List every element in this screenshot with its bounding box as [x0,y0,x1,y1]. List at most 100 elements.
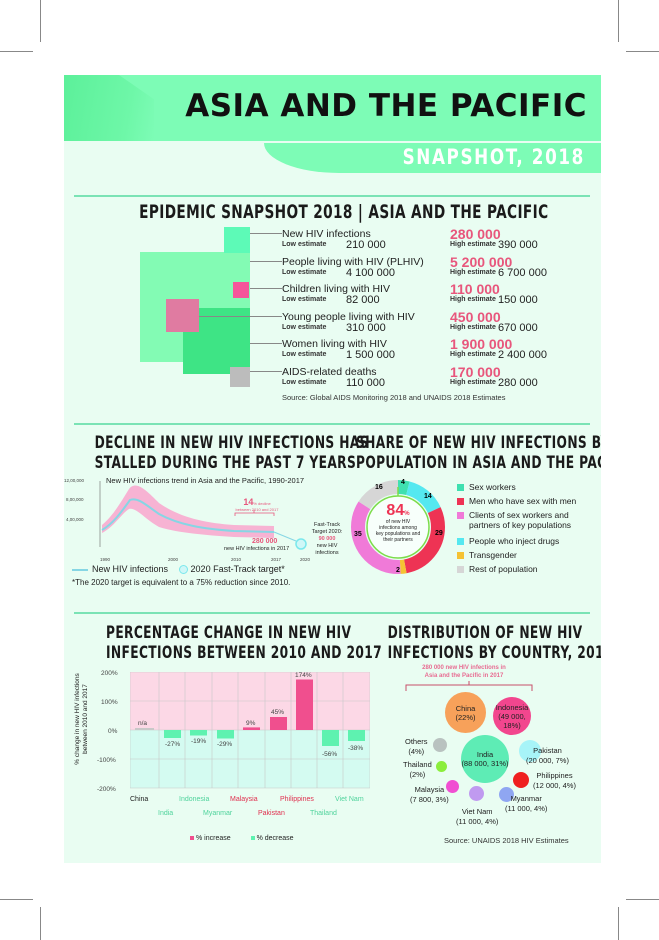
swatch-icon [457,566,464,573]
x-tick: 2017 [271,557,282,562]
divider [74,195,590,197]
header-banner: ASIA AND THE PACIFIC [64,75,601,141]
label-thailand: Thailand (2%) [403,760,432,780]
legend-label: Rest of population [469,564,538,574]
swatch-icon [457,484,464,491]
high-estimate-label: High estimate [450,296,496,303]
value-2017-sub: new HIV infections in 2017 [224,546,290,552]
stat-label: People living with HIV (PLHIV) [282,256,424,268]
bubble-thailand [436,761,447,772]
divider [74,612,590,614]
pct-title-line2: INFECTIONS BETWEEN 2010 AND 2017 [105,643,382,663]
legend-label: Clients of sex workers and [469,510,569,520]
share-title-line1: SHARE OF NEW HIV INFECTIONS BY [356,433,601,453]
bar-label: -19% [191,738,207,745]
bubble-name: Viet Nam [461,807,493,816]
bubble-name: India [476,750,494,759]
donut-label-clients: 35 [354,531,362,538]
bracket [405,681,533,691]
y-label-line2: between 2010 and 2017 [82,684,89,754]
crop-mark [0,899,33,900]
bar-label: 45% [271,709,285,716]
low-estimate-label: Low estimate [282,269,327,276]
bubble-name: Thailand [403,760,432,769]
stat-label: Women living with HIV [282,338,387,350]
trend-footnote: *The 2020 target is equivalent to a 75% … [72,578,291,587]
bubble-name: Myanmar [510,794,542,803]
bubble-detail: (11 000, 4%) [505,804,548,813]
bubble-detail: (2%) [409,770,426,779]
low-estimate-label: Low estimate [282,351,327,358]
bubble-detail: 18%) [503,720,521,730]
stat-value: 170 000 [450,364,501,380]
bubble-detail: (12 000, 4%) [533,781,576,790]
stat-value: 280 000 [450,226,501,242]
legend-item-msm: Men who have sex with men [457,496,576,510]
bubble-detail: (88 000, 31%) [461,759,509,768]
donut-label-msm: 29 [435,530,443,537]
high-estimate-label: High estimate [450,241,496,248]
bubble-detail: (22%) [455,712,476,722]
legend-target-label: 2020 Fast-Track target* [190,564,285,574]
country-myanmar: Myanmar [203,810,233,817]
divider [74,423,590,425]
country-pakistan: Pakistan [258,810,285,817]
center-line3: key populations and [375,531,421,537]
low-estimate-value: 1 500 000 [346,349,395,361]
legend-label: partners of key populations [469,520,572,530]
distribution-source: Source: UNAIDS 2018 HIV Estimates [444,836,569,845]
swatch-icon [457,512,464,519]
y-tick: -200% [97,786,116,793]
target-line4: infections [315,550,339,556]
high-estimate-value: 6 700 000 [498,267,547,279]
bracket-line2: Asia and the Pacific in 2017 [424,673,504,679]
legend-item-rest: Rest of population [457,564,576,578]
high-estimate-label: High estimate [450,269,496,276]
bubble-name: Others [405,737,428,746]
center-line1: of new HIV [385,519,411,525]
bubble-viet-nam [469,786,484,801]
snapshot-source: Source: Global AIDS Monitoring 2018 and … [282,393,506,402]
donut-label-rest: 16 [375,484,383,491]
leader-line [250,288,282,289]
banner-accent [64,75,154,141]
subtitle-shape [264,143,601,173]
bubble-others [433,738,447,752]
x-tick: 2000 [168,557,179,562]
center-line4: their partners [383,537,413,543]
target-line2: Target 2020: [311,529,343,535]
low-estimate-label: Low estimate [282,296,327,303]
crop-mark [626,51,659,52]
bubble-philippines [513,772,529,788]
x-tick: 2010 [231,557,242,562]
trend-chart-title: New HIV infections trend in Asia and the… [106,476,305,485]
crop-mark [618,0,619,42]
bubble-china: China (22%) [445,692,486,733]
page-title: ASIA AND THE PACIFIC [185,88,587,124]
leader-line [199,316,282,317]
bar-label: 9% [246,720,256,727]
low-estimate-value: 110 000 [346,377,385,389]
bracket-label: 280 000 new HIV infections in Asia and t… [400,664,528,680]
stat-label: Young people living with HIV [282,311,415,323]
bubble-name: Pakistan [533,746,562,755]
share-legend: Sex workers Men who have sex with men Cl… [457,482,576,578]
high-estimate-value: 670 000 [498,322,538,334]
label-philippines: Philippines (12 000, 4%) [533,771,576,791]
bar-label: -29% [217,741,233,748]
bubble-detail: (49 000, [498,711,526,721]
trend-title-line2: STALLED DURING THE PAST 7 YEARS [94,453,357,473]
bar-label: 174% [295,672,312,679]
country-thailand: Thailand [310,810,337,817]
stat-value: 5 200 000 [450,254,513,270]
bubble-myanmar [499,787,514,802]
country-philippines: Philippines [280,796,314,803]
bar-label: -38% [348,745,364,752]
legend-label: People who inject drugs [469,536,560,546]
legend-decrease: % decrease [256,835,294,842]
donut-label-tg: 2 [396,567,400,574]
center-value: 84 [386,502,405,519]
snapshot-title: EPIDEMIC SNAPSHOT 2018 | ASIA AND THE PA… [139,201,549,223]
legend-item-transgender: Transgender [457,550,576,564]
bracket-line1: 280 000 new HIV infections in [422,665,506,671]
